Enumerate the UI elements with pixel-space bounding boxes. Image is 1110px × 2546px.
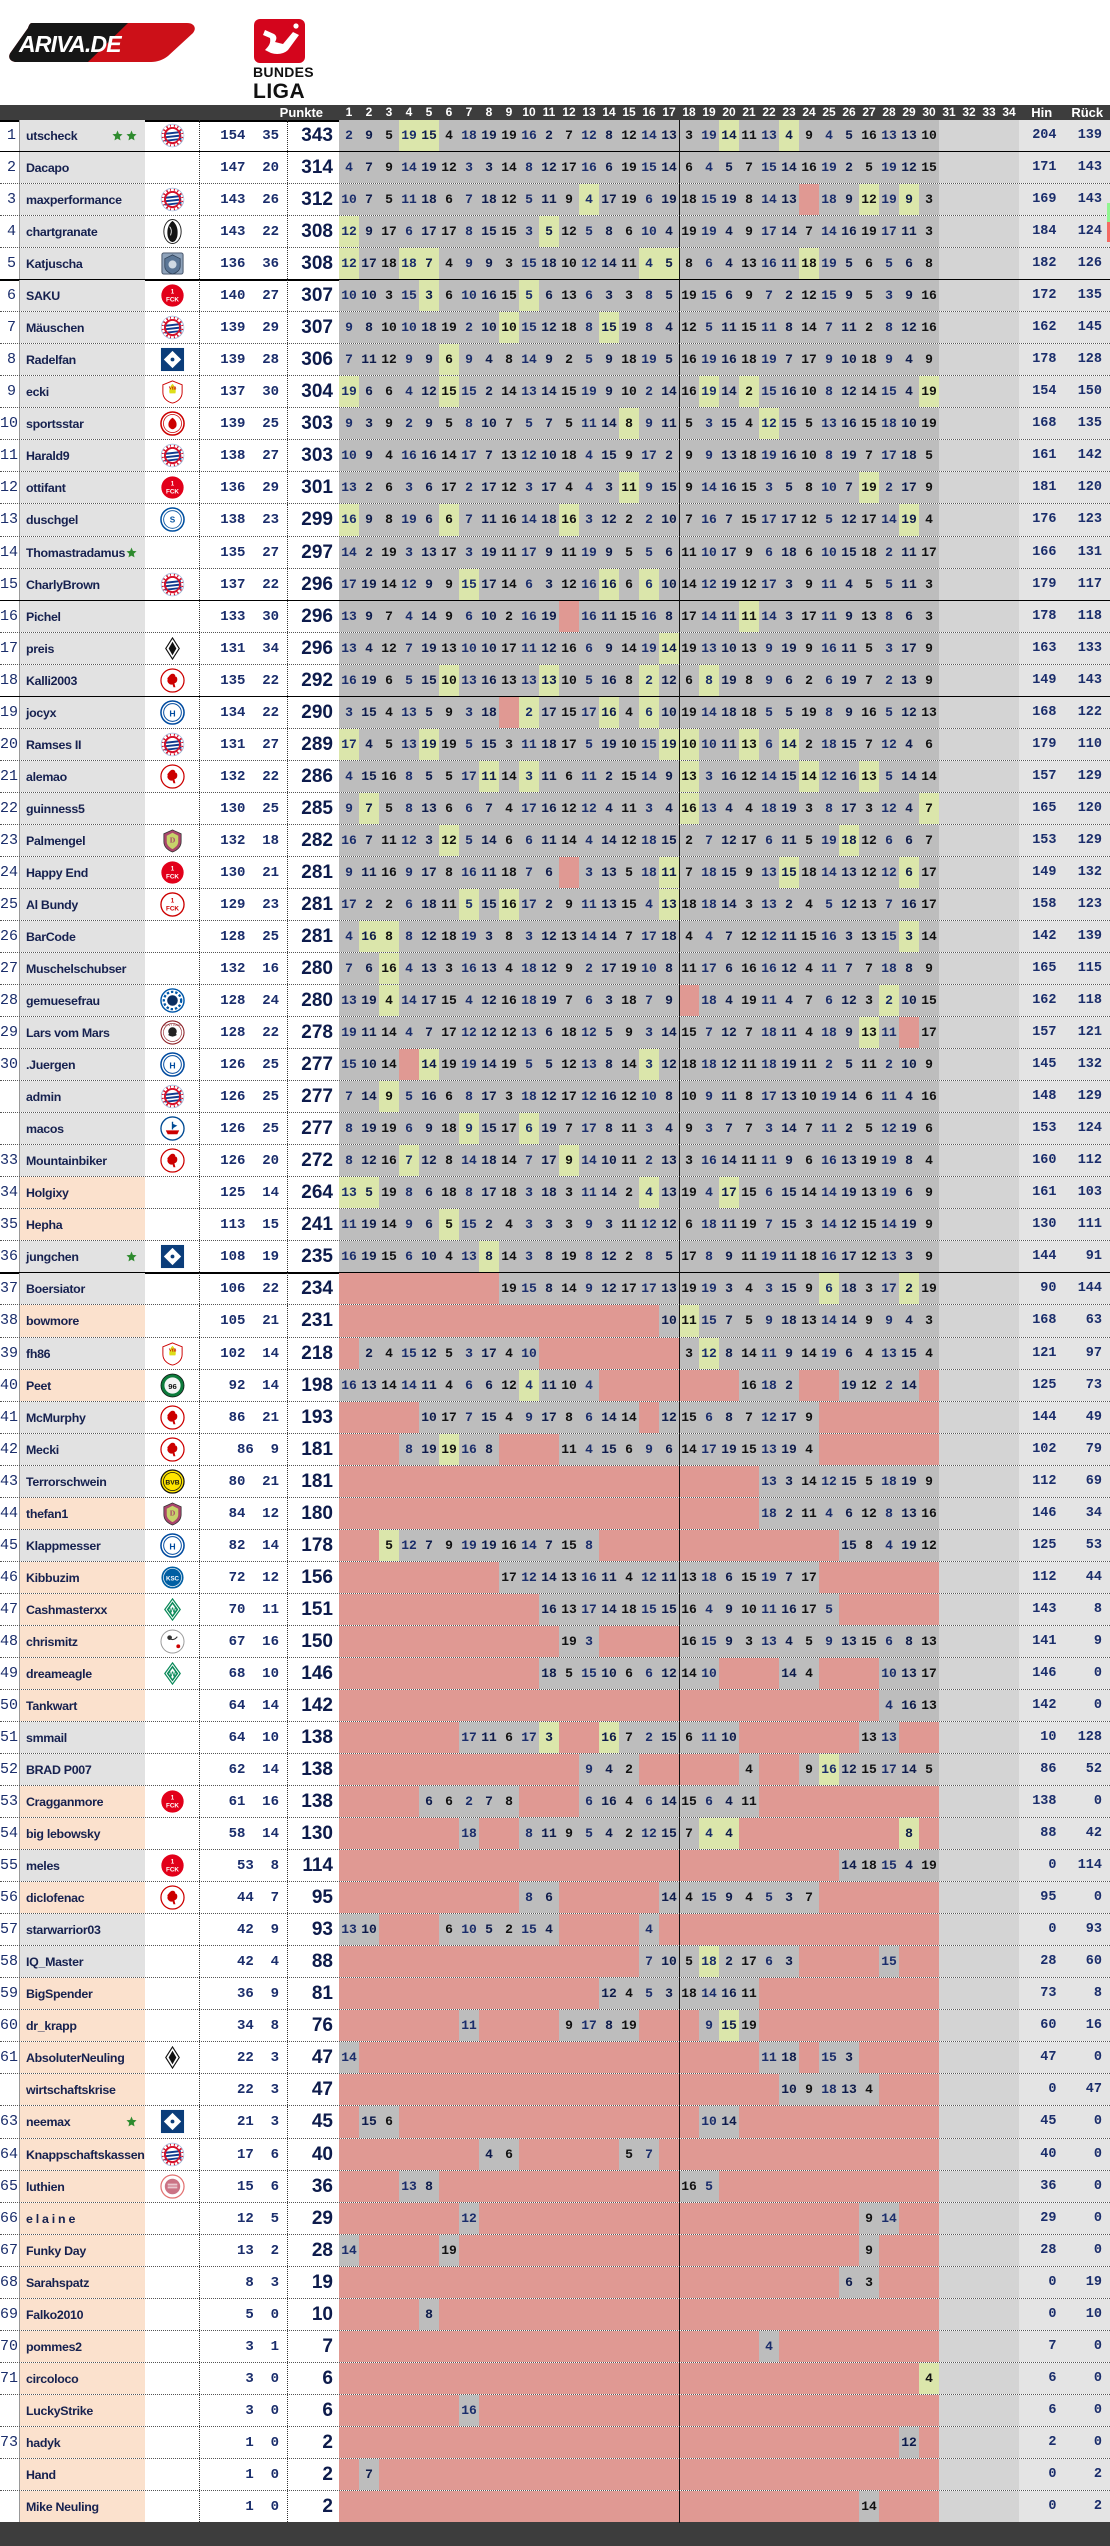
svg-text:FCK: FCK — [165, 1866, 178, 1873]
svg-text:1: 1 — [170, 1795, 174, 1802]
svg-text:KSC: KSC — [166, 1575, 180, 1582]
svg-text:VfB: VfB — [168, 386, 176, 391]
svg-text:D: D — [169, 1508, 175, 1517]
svg-text:FCK: FCK — [165, 905, 178, 912]
svg-text:BVB: BVB — [165, 1479, 179, 1486]
svg-text:S: S — [169, 516, 175, 525]
svg-text:1: 1 — [170, 898, 174, 905]
svg-text:D: D — [169, 835, 175, 844]
svg-text:FCK: FCK — [165, 873, 178, 880]
svg-text:ARIVA.DE: ARIVA.DE — [18, 31, 122, 57]
svg-text:FCK: FCK — [165, 1802, 178, 1809]
svg-text:W: W — [169, 1669, 176, 1678]
svg-text:FCK: FCK — [165, 489, 178, 496]
svg-text:W: W — [169, 1605, 176, 1614]
svg-text:FCK: FCK — [165, 296, 178, 303]
svg-text:FC ST. PAULI: FC ST. PAULI — [163, 1023, 181, 1027]
svg-text:1: 1 — [170, 289, 174, 296]
svg-text:1: 1 — [170, 1859, 174, 1866]
svg-text:1: 1 — [170, 481, 174, 488]
svg-text:1: 1 — [170, 865, 174, 872]
svg-text:VfB: VfB — [168, 1347, 176, 1352]
svg-text:96: 96 — [168, 1381, 177, 1390]
svg-text:H: H — [169, 1541, 175, 1551]
svg-text:H: H — [169, 708, 175, 718]
svg-text:H: H — [169, 1061, 175, 1071]
